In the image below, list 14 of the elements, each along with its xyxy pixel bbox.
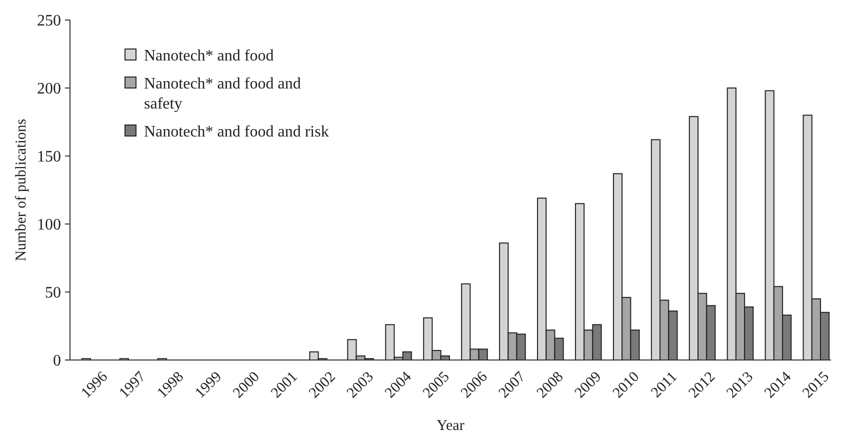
legend-label: Nanotech* and food and risk bbox=[144, 124, 329, 141]
y-tick-label: 200 bbox=[37, 80, 61, 98]
y-tick-label: 250 bbox=[37, 12, 61, 30]
y-tick-label: 50 bbox=[45, 284, 61, 302]
x-axis-title: Year bbox=[436, 418, 464, 434]
y-tick-label: 0 bbox=[53, 352, 61, 370]
x-tick-label: 1998 bbox=[154, 368, 187, 402]
legend-label: Nanotech* and food and safety bbox=[144, 76, 301, 113]
x-tick-label: 2001 bbox=[268, 368, 301, 402]
legend-label: Nanotech* and food bbox=[144, 48, 274, 65]
y-axis-title: Number of publications bbox=[13, 118, 30, 262]
x-tick-label: 2011 bbox=[648, 368, 681, 402]
y-tick-label: 100 bbox=[37, 216, 61, 234]
y-tick-label: 150 bbox=[37, 148, 61, 166]
